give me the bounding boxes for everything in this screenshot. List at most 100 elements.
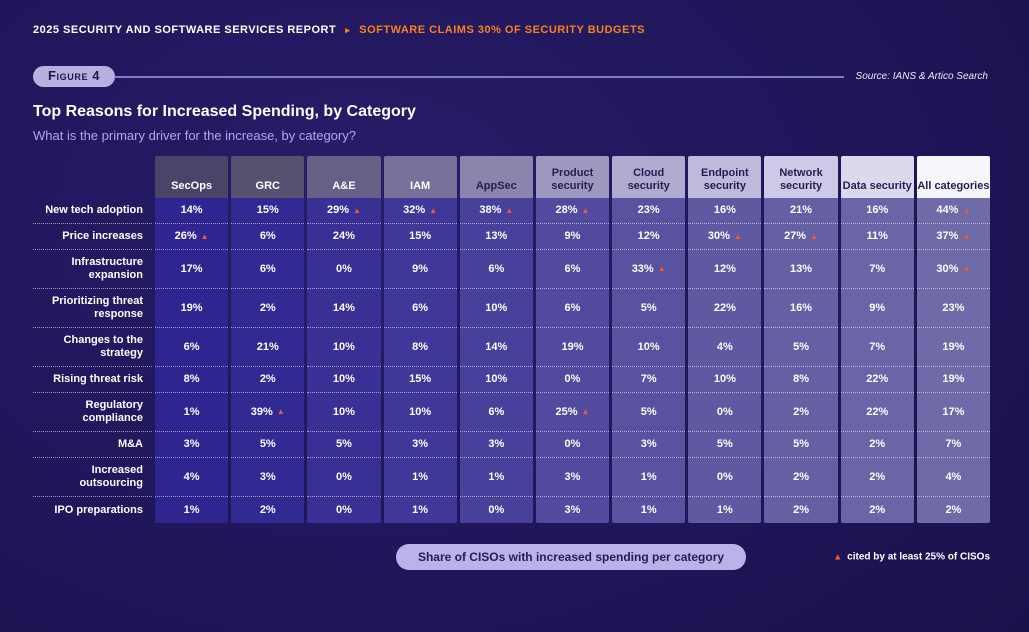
figure-badge: Figure 4	[33, 66, 116, 87]
data-cell: 11%	[840, 224, 914, 250]
cell-value: 9%	[869, 301, 886, 314]
cell-value: 33%	[631, 262, 654, 275]
cell-value: 0%	[335, 470, 352, 483]
data-cell: 7%	[916, 432, 990, 458]
cell-value: 4%	[945, 470, 962, 483]
cell-value: 17%	[180, 262, 203, 275]
data-cell: 10%	[307, 367, 381, 393]
data-cell: 13%	[459, 224, 533, 250]
data-cell: 29% ▲	[307, 198, 381, 224]
cell-value: 16%	[713, 204, 736, 216]
data-cell: 5%	[764, 328, 838, 367]
legend-text: cited by at least 25% of CISOs	[847, 551, 990, 563]
row-label-increased-outsourcing: Increased outsourcing	[33, 458, 152, 497]
column-header-product-security: Product security	[535, 156, 610, 198]
cell-value: 1%	[183, 503, 200, 516]
data-cell: 4%	[155, 458, 229, 497]
row-label-new-tech-adoption: New tech adoption	[33, 198, 152, 224]
data-cell: 6%	[459, 393, 533, 432]
data-cell: 14%	[307, 289, 381, 328]
data-cell: 22%	[688, 289, 762, 328]
cell-value: 10%	[409, 405, 432, 418]
cell-value: 30%	[707, 230, 730, 242]
cell-value: 22%	[866, 405, 889, 418]
data-cell: 15%	[231, 198, 305, 224]
footer: Share of CISOs with increased spending p…	[152, 544, 990, 570]
data-cell: 10%	[307, 393, 381, 432]
cell-value: 22%	[866, 373, 889, 385]
data-cell: 33% ▲	[612, 250, 686, 289]
column-header-cloud-security: Cloud security	[612, 156, 686, 198]
data-cell: 5%	[307, 432, 381, 458]
data-cell: 0%	[307, 497, 381, 523]
cell-value: 13%	[790, 262, 813, 275]
cell-value: 6%	[564, 262, 581, 275]
data-cell: 0%	[688, 393, 762, 432]
cell-value: 0%	[335, 503, 352, 516]
cell-value: 10%	[332, 340, 355, 353]
data-cell: 5%	[688, 432, 762, 458]
data-cell: 2%	[916, 497, 990, 523]
data-cell: 1%	[383, 497, 457, 523]
data-cell: 0%	[535, 432, 610, 458]
data-cell: 6%	[231, 224, 305, 250]
cell-value: 2%	[259, 373, 276, 385]
data-cell: 16%	[688, 198, 762, 224]
data-cell: 3%	[535, 458, 610, 497]
column-header-a-e: A&E	[307, 156, 381, 198]
data-cell: 16%	[840, 198, 914, 224]
cell-value: 29%	[326, 204, 349, 216]
data-cell: 12%	[612, 224, 686, 250]
data-cell: 8%	[764, 367, 838, 393]
cell-value: 3%	[564, 470, 581, 483]
cell-value: 16%	[790, 301, 813, 314]
triangle-up-icon: ▲	[505, 205, 514, 215]
data-cell: 5%	[764, 432, 838, 458]
row-label-regulatory-compliance: Regulatory compliance	[33, 393, 152, 432]
cell-value: 10%	[713, 373, 736, 385]
cell-value: 0%	[716, 470, 733, 483]
cell-value: 2%	[793, 503, 809, 516]
cell-value: 0%	[488, 503, 505, 516]
cell-value: 19%	[942, 373, 965, 385]
data-cell: 44% ▲	[916, 198, 990, 224]
data-cell: 1%	[459, 458, 533, 497]
data-cell: 2%	[840, 432, 914, 458]
triangle-up-icon: ▲	[733, 231, 742, 241]
data-cell: 2%	[764, 458, 838, 497]
data-cell: 3%	[383, 432, 457, 458]
cell-value: 3%	[640, 438, 657, 450]
cell-value: 19%	[942, 340, 965, 353]
data-cell: 6%	[231, 250, 305, 289]
triangle-up-icon: ▲	[657, 264, 666, 273]
cell-value: 5%	[640, 405, 657, 418]
cell-value: 4%	[716, 340, 733, 353]
cell-value: 6%	[259, 262, 276, 275]
cell-value: 10%	[485, 373, 508, 385]
data-cell: 19%	[916, 328, 990, 367]
data-cell: 4%	[688, 328, 762, 367]
data-cell: 1%	[688, 497, 762, 523]
data-cell: 10%	[459, 367, 533, 393]
cell-value: 1%	[412, 470, 429, 483]
cell-value: 15%	[409, 230, 432, 242]
cell-value: 2%	[945, 503, 962, 516]
cell-value: 23%	[637, 204, 660, 216]
cell-value: 2%	[793, 470, 809, 483]
spending-table: SecOps GRC A&E IAM AppSec Product security Clo…	[33, 156, 990, 523]
cell-value: 0%	[564, 438, 581, 450]
cell-value: 30%	[936, 262, 959, 275]
column-header-network-security: Network security	[764, 156, 838, 198]
data-cell: 1%	[612, 497, 686, 523]
data-cell: 23%	[612, 198, 686, 224]
triangle-up-icon: ▲	[833, 551, 843, 562]
cell-value: 1%	[488, 470, 505, 483]
cell-value: 44%	[936, 204, 959, 216]
data-cell: 0%	[307, 458, 381, 497]
triangle-up-icon: ▲	[581, 205, 590, 215]
cell-value: 14%	[180, 204, 203, 216]
data-cell: 3%	[231, 458, 305, 497]
cell-value: 17%	[942, 405, 965, 418]
cell-value: 14%	[485, 340, 508, 353]
data-cell: 15%	[383, 224, 457, 250]
